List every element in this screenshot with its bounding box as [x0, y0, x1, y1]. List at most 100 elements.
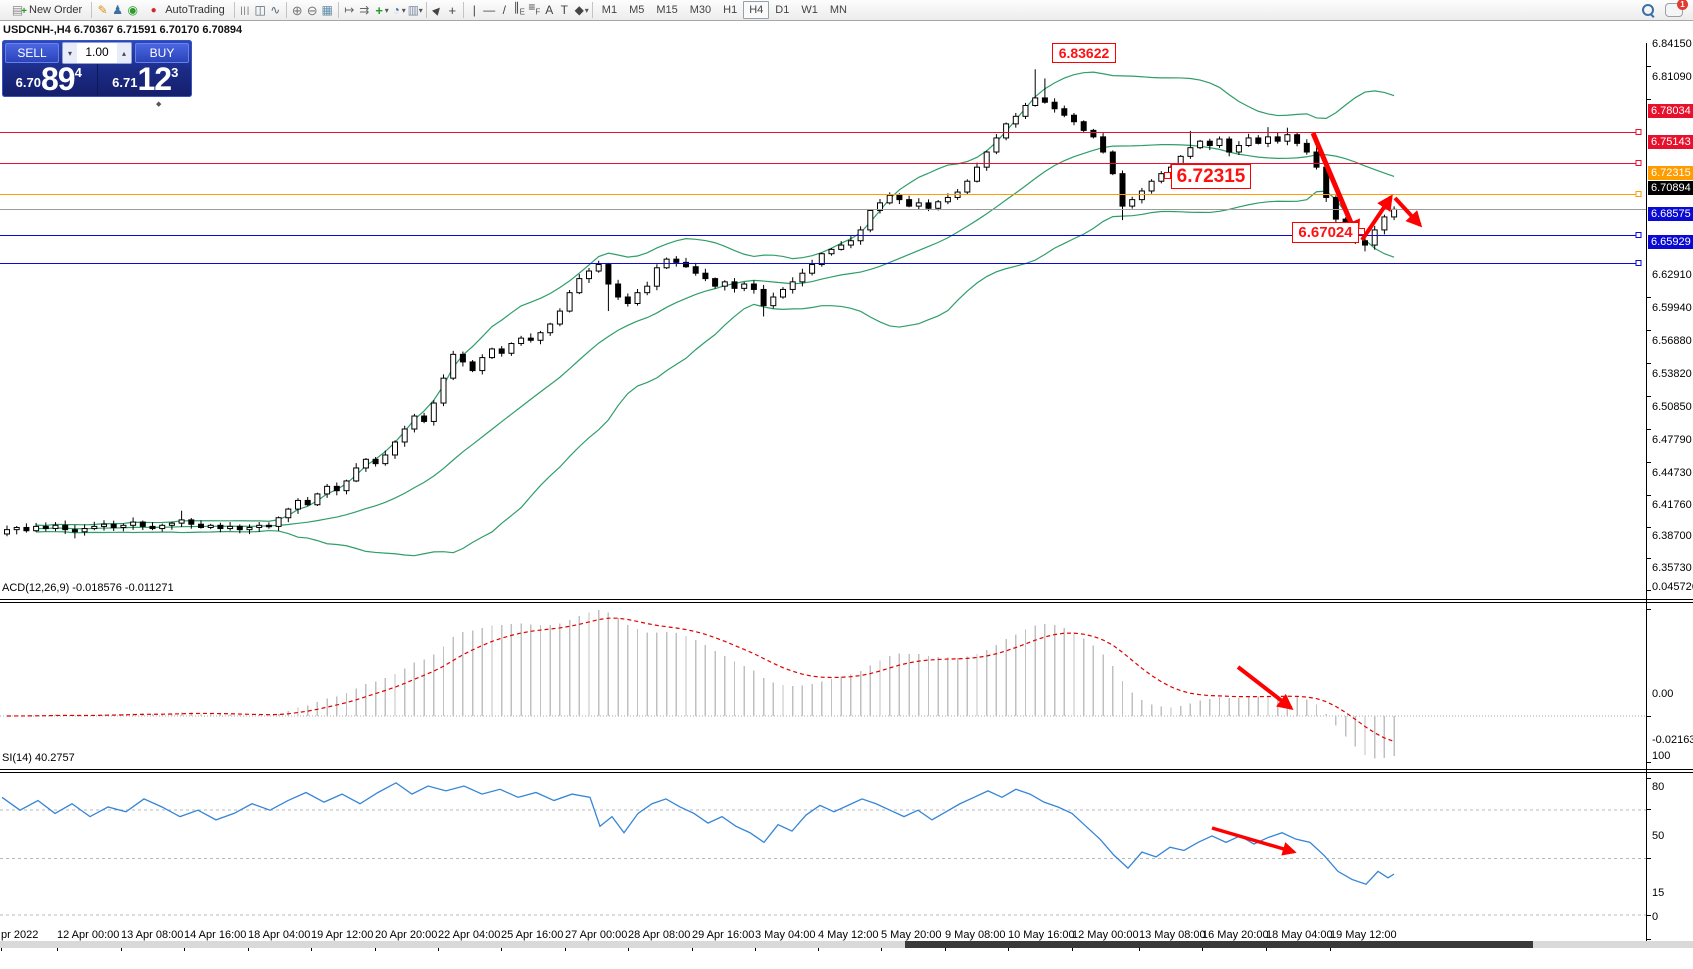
volume-stepper: ▾ 1.00 ▴ — [62, 42, 132, 64]
connection-icon[interactable]: ◉ — [127, 2, 138, 17]
timeframe-button-m15[interactable]: M15 — [656, 4, 678, 16]
chevron-down-icon[interactable]: ▾ — [584, 5, 589, 15]
price-axis-tick: 6.81090 — [1652, 71, 1692, 83]
line-chart-icon[interactable]: ∿ — [270, 2, 281, 17]
fibonacci-tool-icon[interactable]: ≡F — [528, 0, 541, 17]
add-indicator-icon[interactable]: + — [375, 2, 384, 18]
macd-indicator-label: ACD(12,26,9) -0.018576 -0.011271 — [2, 582, 174, 594]
timeframe-button-mn[interactable]: MN — [829, 4, 847, 16]
price-level-label[interactable]: 6.65929 — [1648, 235, 1693, 249]
time-axis-label: 3 May 04:00 — [755, 929, 816, 941]
rsi-line — [0, 782, 1646, 916]
price-level-label[interactable]: 6.75143 — [1648, 135, 1693, 149]
time-axis-label: 18 May 04:00 — [1266, 929, 1333, 941]
price-axis-tick: 6.53820 — [1652, 368, 1692, 380]
toolbar: ▤ + New Order ✎ ♟ ◉ ● AutoTrading ||| ◫ ∿… — [0, 0, 1693, 21]
price-annotation[interactable]: 6.72315 — [1171, 164, 1251, 189]
search-icon[interactable] — [1642, 3, 1655, 18]
annotation-handle[interactable] — [1164, 172, 1171, 179]
price-axis-tick: 6.62910 — [1652, 269, 1692, 281]
rsi-axis-tick: 100 — [1652, 750, 1671, 762]
bar-chart-icon[interactable]: ||| — [240, 4, 251, 15]
sell-button[interactable]: SELL — [5, 43, 59, 63]
symbol-ohlc-header: USDCNH-,H4 6.70367 6.71591 6.70170 6.708… — [3, 24, 243, 36]
trendline-tool-icon[interactable]: / — [502, 2, 506, 17]
price-axis-tick: 6.56880 — [1652, 335, 1692, 347]
timeframe-button-w1[interactable]: W1 — [801, 4, 818, 16]
chart-canvas[interactable] — [0, 21, 1693, 969]
annotation-arrows[interactable] — [1211, 132, 1423, 856]
channel-tool-icon[interactable]: ∥E — [513, 0, 525, 17]
trade-panel-divider — [96, 64, 98, 95]
panel-frames — [0, 43, 1693, 951]
notifications-icon[interactable]: 1 — [1665, 0, 1688, 17]
timeframe-button-m5[interactable]: M5 — [629, 4, 645, 16]
shapes-tool-icon[interactable]: ◆ — [574, 2, 584, 17]
toolbar-separator — [591, 2, 593, 18]
annotation-handle[interactable] — [1358, 228, 1365, 235]
templates-icon[interactable]: ▥ — [407, 2, 419, 17]
macd-axis-tick: 0.00 — [1652, 688, 1674, 700]
scrollbar-thumb[interactable] — [905, 941, 1533, 948]
trade-panel-anchor-icon[interactable]: ◆ — [156, 101, 162, 108]
periods-icon[interactable]: ◔ — [392, 2, 400, 17]
autotrading-label: AutoTrading — [165, 4, 225, 16]
candles — [4, 69, 1398, 539]
timeframe-button-d1[interactable]: D1 — [775, 4, 790, 16]
timeframe-button-h4[interactable]: H4 — [743, 1, 770, 19]
time-axis-label: 19 Apr 12:00 — [311, 929, 374, 941]
time-axis-label: 20 Apr 20:00 — [375, 929, 438, 941]
text-tool-icon[interactable]: A — [545, 2, 554, 17]
chevron-down-icon[interactable]: ▾ — [401, 5, 406, 15]
auto-scroll-icon[interactable]: ⇉ — [359, 2, 370, 17]
toolbar-separator — [337, 2, 339, 18]
time-axis-label: 12 Apr 00:00 — [57, 929, 120, 941]
time-axis-label: 27 Apr 00:00 — [565, 929, 628, 941]
pencil-icon[interactable]: ✎ — [97, 2, 108, 17]
price-axis-tick: 6.41760 — [1652, 499, 1692, 511]
chevron-down-icon[interactable]: ▾ — [384, 5, 389, 15]
chevron-down-icon[interactable]: ▾ — [418, 5, 423, 15]
chart-window[interactable]: USDCNH-,H4 6.70367 6.71591 6.70170 6.708… — [0, 21, 1693, 951]
macd-axis-tick: 0.045726 — [1652, 581, 1693, 593]
accounts-icon[interactable]: ♟ — [112, 2, 124, 17]
time-axis-label: 22 Apr 04:00 — [438, 929, 501, 941]
sell-price-big: 89 — [40, 61, 76, 97]
price-annotation[interactable]: 6.83622 — [1052, 43, 1116, 63]
time-axis-label: 18 Apr 04:00 — [248, 929, 311, 941]
horizontal-line-tool-icon[interactable]: — — [483, 2, 496, 17]
volume-value[interactable]: 1.00 — [85, 45, 109, 59]
vertical-line-tool-icon[interactable]: | — [472, 2, 476, 17]
timeframe-button-m30[interactable]: M30 — [689, 4, 712, 16]
autotrading-icon: ● — [150, 4, 157, 16]
buy-price[interactable]: 6.71 12 3 — [99, 63, 193, 95]
new-order-button[interactable]: ▤ + New Order — [4, 0, 88, 20]
tile-windows-icon[interactable]: ▦ — [321, 2, 333, 17]
price-axis-tick: 6.38700 — [1652, 530, 1692, 542]
sell-price-prefix: 6.70 — [15, 75, 41, 90]
volume-increase-button[interactable]: ▴ — [117, 43, 131, 63]
horizontal-scrollbar[interactable] — [0, 941, 1693, 948]
sell-price[interactable]: 6.70 89 4 — [2, 61, 96, 97]
volume-decrease-button[interactable]: ▾ — [63, 43, 77, 63]
text-label-tool-icon[interactable]: T — [560, 2, 568, 17]
price-level-label[interactable]: 6.72315 — [1648, 166, 1693, 180]
crosshair-icon[interactable]: + — [448, 2, 457, 18]
level-lines[interactable] — [0, 129, 1646, 266]
price-level-label[interactable]: 6.78034 — [1648, 104, 1693, 118]
price-level-label[interactable]: 6.68575 — [1648, 207, 1693, 221]
toolbar-separator — [91, 2, 93, 18]
price-axis-tick: 6.44730 — [1652, 467, 1692, 479]
autotrading-button[interactable]: ● AutoTrading — [140, 0, 231, 20]
zoom-in-icon[interactable]: ⊕ — [291, 2, 303, 18]
time-axis-label: 28 Apr 08:00 — [628, 929, 691, 941]
zoom-out-icon[interactable]: ⊖ — [306, 2, 318, 18]
time-axis-label: pr 2022 — [1, 929, 39, 941]
timeframe-button-h1[interactable]: H1 — [723, 4, 738, 16]
price-annotation[interactable]: 6.67024 — [1292, 222, 1359, 243]
current-price-label: 6.70894 — [1648, 181, 1693, 195]
buy-button[interactable]: BUY — [135, 43, 189, 63]
chart-shift-icon[interactable]: ↦ — [344, 2, 355, 17]
candlestick-chart-icon[interactable]: ◫ — [254, 2, 266, 17]
timeframe-button-m1[interactable]: M1 — [601, 4, 618, 16]
